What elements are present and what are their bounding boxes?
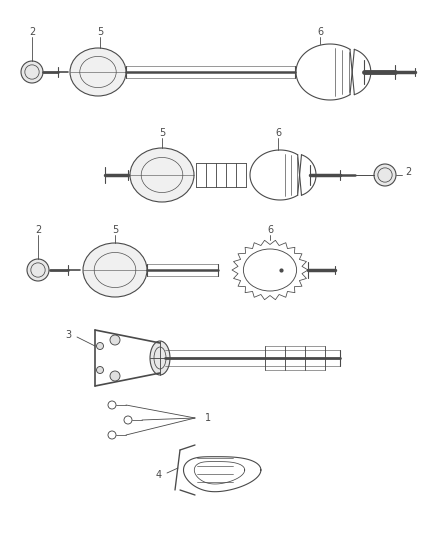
Ellipse shape: [83, 243, 147, 297]
Ellipse shape: [130, 148, 194, 202]
Ellipse shape: [150, 341, 170, 375]
Ellipse shape: [96, 367, 103, 374]
Text: 2: 2: [405, 167, 411, 177]
Text: 5: 5: [97, 27, 103, 37]
Text: 5: 5: [112, 225, 118, 235]
Ellipse shape: [96, 343, 103, 350]
Ellipse shape: [21, 61, 43, 83]
Text: 1: 1: [205, 413, 211, 423]
Ellipse shape: [110, 371, 120, 381]
Text: 2: 2: [29, 27, 35, 37]
Text: 5: 5: [159, 128, 165, 138]
Text: 3: 3: [65, 330, 71, 340]
Ellipse shape: [27, 259, 49, 281]
Text: 6: 6: [317, 27, 323, 37]
Text: 2: 2: [35, 225, 41, 235]
Text: 6: 6: [267, 225, 273, 235]
Ellipse shape: [374, 164, 396, 186]
Ellipse shape: [110, 335, 120, 345]
Ellipse shape: [70, 48, 126, 96]
Text: 6: 6: [275, 128, 281, 138]
Text: 4: 4: [156, 470, 162, 480]
